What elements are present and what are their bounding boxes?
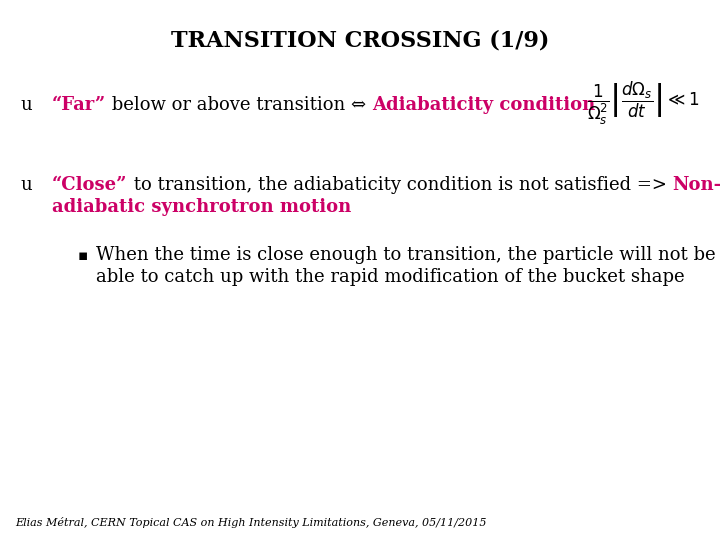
Text: Non-: Non-: [672, 176, 720, 194]
Text: “Close”: “Close”: [52, 176, 127, 194]
Text: ▪: ▪: [78, 249, 89, 263]
Text: Adiabaticity condition: Adiabaticity condition: [372, 96, 595, 114]
Text: When the time is close enough to transition, the particle will not be: When the time is close enough to transit…: [96, 246, 716, 264]
Text: u: u: [20, 176, 32, 194]
Text: $\dfrac{1}{\Omega_s^2}\left|\dfrac{d\Omega_s}{dt}\right| \ll 1$: $\dfrac{1}{\Omega_s^2}\left|\dfrac{d\Ome…: [588, 79, 700, 127]
Text: Elias Métral, CERN Topical CAS on High Intensity Limitations, Geneva, 05/11/2015: Elias Métral, CERN Topical CAS on High I…: [15, 517, 487, 528]
Text: below or above transition ⇔: below or above transition ⇔: [107, 96, 372, 114]
Text: u: u: [20, 96, 32, 114]
Text: to transition, the adiabaticity condition is not satisfied =>: to transition, the adiabaticity conditio…: [127, 176, 672, 194]
Text: able to catch up with the rapid modification of the bucket shape: able to catch up with the rapid modifica…: [96, 268, 685, 286]
Text: TRANSITION CROSSING (1/9): TRANSITION CROSSING (1/9): [171, 30, 549, 52]
Text: “Far”: “Far”: [52, 96, 107, 114]
Text: adiabatic synchrotron motion: adiabatic synchrotron motion: [52, 198, 351, 216]
